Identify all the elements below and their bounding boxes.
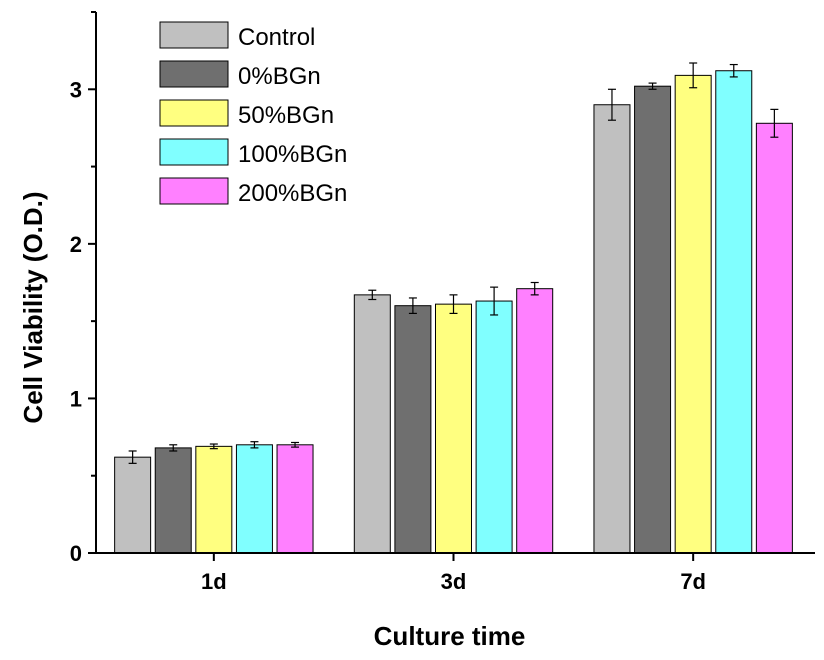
x-tick-label: 1d <box>201 569 227 594</box>
error-bar-Control-7d <box>607 88 616 121</box>
error-bar-200%BGn-1d <box>291 441 300 448</box>
error-bar-0%BGn-3d <box>408 297 417 315</box>
legend-item-Control: Control <box>159 21 315 51</box>
legend-swatch <box>159 99 229 127</box>
legend-swatch <box>159 138 229 166</box>
error-bar-50%BGn-3d <box>449 294 458 315</box>
legend-item-50%BGn: 50%BGn <box>159 99 334 129</box>
bar-0%BGn-1d <box>154 447 192 554</box>
legend-swatch <box>159 60 229 88</box>
legend-label: 50%BGn <box>238 102 334 129</box>
bar-0%BGn-7d <box>634 85 672 554</box>
bar-0%BGn-3d <box>394 305 432 554</box>
bar-200%BGn-7d <box>755 122 793 554</box>
x-tick-label: 3d <box>441 569 467 594</box>
bar-200%BGn-1d <box>276 444 314 554</box>
error-bar-100%BGn-1d <box>250 441 259 449</box>
error-bar-0%BGn-1d <box>169 444 178 452</box>
y-tick-label: 0 <box>70 541 82 566</box>
x-axis-title: Culture time <box>374 621 526 651</box>
legend: Control 0%BGn 50%BGn 100%BGn 200%BGn <box>159 21 347 207</box>
legend-label: 100%BGn <box>238 141 347 168</box>
legend-label: 200%BGn <box>238 180 347 207</box>
y-axis-title: Cell Viability (O.D.) <box>18 191 48 423</box>
bar-Control-7d <box>593 104 631 554</box>
bar-50%BGn-3d <box>435 303 472 554</box>
bar-50%BGn-1d <box>195 445 233 554</box>
bar-200%BGn-3d <box>516 288 554 554</box>
legend-swatch <box>159 21 229 49</box>
legend-item-0%BGn: 0%BGn <box>159 60 321 90</box>
error-bar-100%BGn-3d <box>490 286 499 316</box>
bar-Control-3d <box>353 294 391 554</box>
legend-label: 0%BGn <box>238 63 321 90</box>
error-bar-Control-1d <box>128 450 137 464</box>
error-bar-Control-3d <box>368 289 377 301</box>
bar-50%BGn-7d <box>674 74 712 554</box>
y-tick-label: 2 <box>70 232 82 257</box>
error-bar-50%BGn-7d <box>689 62 698 89</box>
bar-100%BGn-1d <box>235 444 273 554</box>
error-bar-200%BGn-3d <box>530 281 539 296</box>
y-tick-label: 3 <box>70 77 82 102</box>
bar-100%BGn-3d <box>475 300 513 554</box>
bar-100%BGn-7d <box>715 70 753 554</box>
axes: 0 1 2 3 1d 3d 7d <box>70 11 815 594</box>
legend-item-100%BGn: 100%BGn <box>159 138 347 168</box>
y-tick-label: 1 <box>70 386 82 411</box>
error-bar-100%BGn-7d <box>729 63 738 78</box>
plot-area <box>114 62 793 554</box>
error-bar-0%BGn-7d <box>648 82 657 90</box>
legend-swatch <box>159 177 229 205</box>
x-tick-label: 7d <box>680 569 706 594</box>
error-bar-50%BGn-1d <box>209 443 218 450</box>
error-bar-200%BGn-7d <box>770 108 779 138</box>
legend-label: Control <box>238 24 315 51</box>
bar-Control-1d <box>114 456 152 554</box>
legend-item-200%BGn: 200%BGn <box>159 177 347 207</box>
